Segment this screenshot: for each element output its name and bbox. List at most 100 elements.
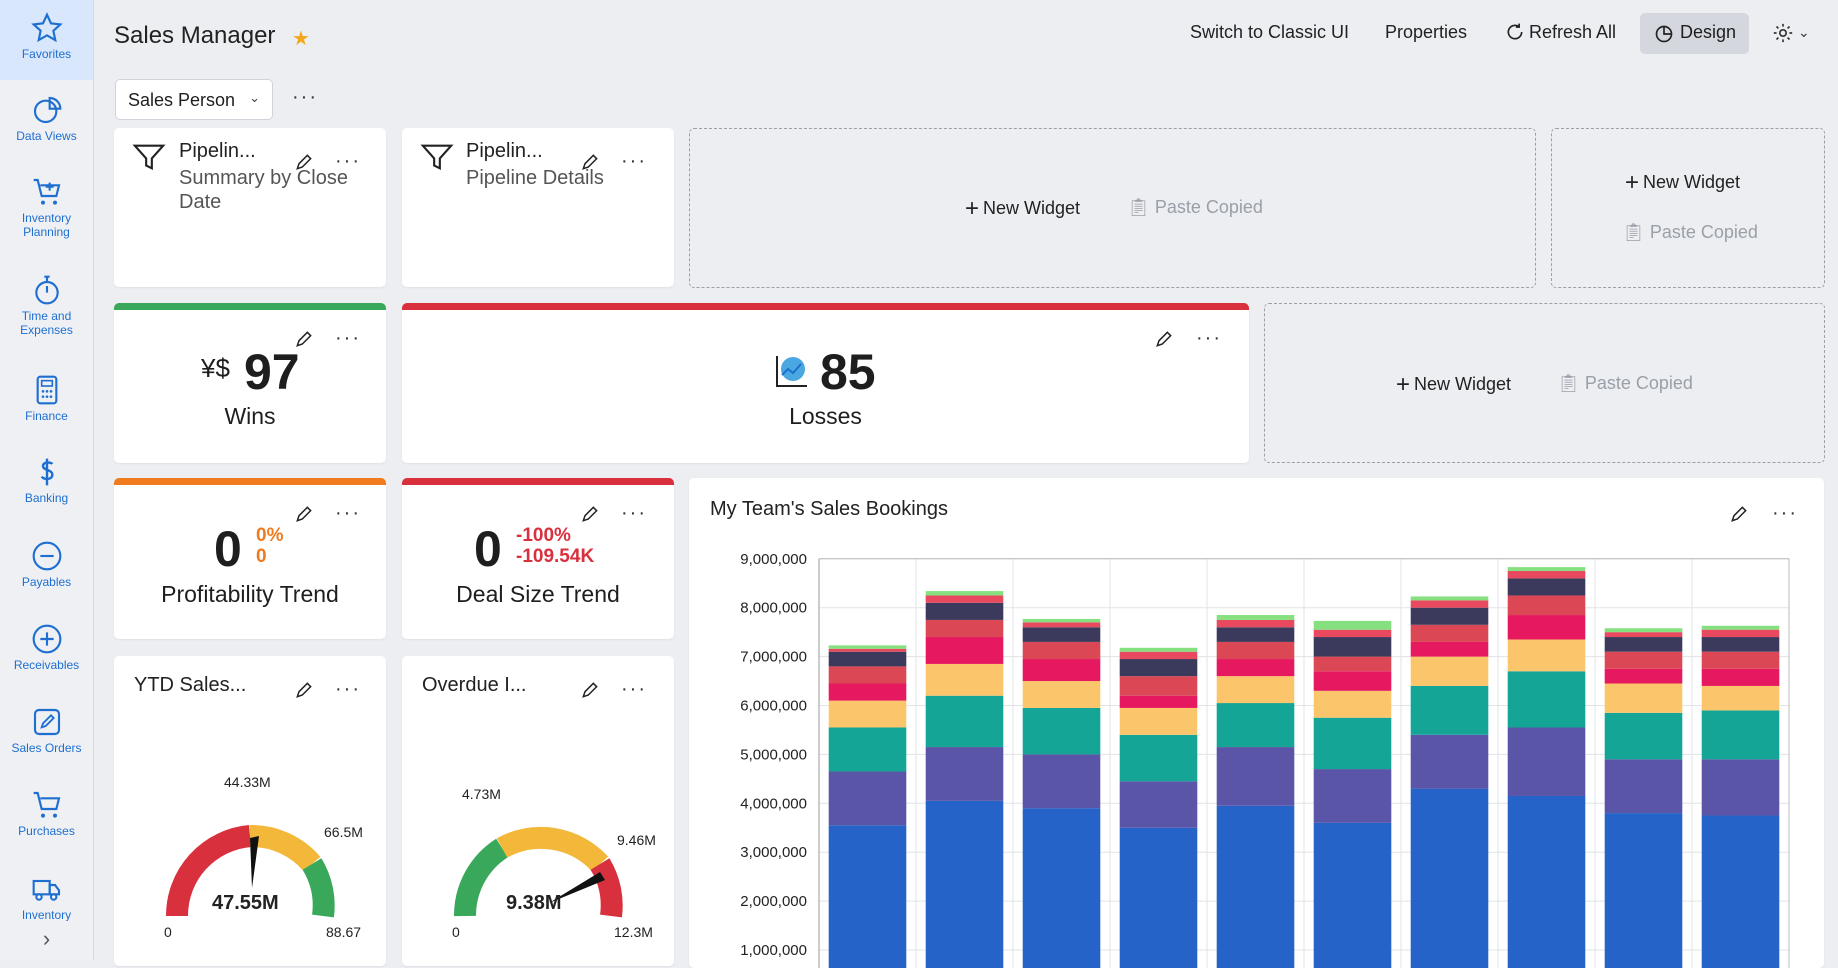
minus-circle-icon [32,541,61,571]
bar-segment [1216,703,1295,748]
losses-widget[interactable]: ··· 85 Losses [402,303,1249,463]
new-widget-button[interactable]: + New Widget [1625,169,1740,197]
bar-segment [1410,624,1489,642]
pipeline-summary-widget[interactable]: Pipelin... Summary by Close Date ··· [114,128,386,287]
profitability-trend-widget[interactable]: ··· 0 0% 0 Profitability Trend [114,478,386,639]
bar-segment [1313,620,1392,630]
sidebar-item-inventory[interactable]: Inventory [0,873,93,921]
sales-person-filter[interactable]: Sales Person ⌄ [115,79,273,120]
bar-segment [925,747,1004,801]
edit-pencil-icon[interactable] [1154,329,1174,349]
switch-classic-ui-button[interactable]: Switch to Classic UI [1190,22,1350,42]
sidebar-item-sales-orders[interactable]: Sales Orders [0,706,93,766]
more-icon[interactable]: ··· [1772,502,1798,524]
more-icon[interactable]: ··· [335,502,361,524]
sidebar-item-favorites[interactable]: Favorites [0,0,93,80]
bar-segment [1313,629,1392,638]
more-icon[interactable]: ··· [621,502,647,524]
refresh-icon [1507,23,1523,40]
more-icon[interactable]: ··· [621,150,647,172]
overdue-gauge [453,826,623,918]
stopwatch-icon [34,275,59,305]
bar-segment [1216,627,1295,642]
losses-label: Losses [789,403,862,429]
gauge-min-label: 0 [164,924,172,940]
cart-icon [33,791,60,818]
gauge-tick-label: 4.73M [462,786,501,802]
bar-segment [1701,629,1780,638]
refresh-all-button[interactable]: Refresh All [1505,22,1616,43]
sidebar-item-finance[interactable]: Finance [0,374,93,434]
bar-segment [828,771,907,826]
bar-segment [1119,707,1198,735]
bar-segment [925,695,1004,748]
more-icon[interactable]: ··· [335,678,361,700]
sidebar-item-inventory-planning[interactable]: Inventory Planning [0,176,93,246]
bar-segment [1507,595,1586,616]
wins-widget[interactable]: ··· ¥$ 97 Wins [114,303,386,463]
bar-segment [1216,676,1295,704]
design-button[interactable]: Design [1640,13,1749,54]
edit-pencil-icon[interactable] [1729,504,1749,524]
bar-segment [1022,659,1101,682]
pencil-square-icon [33,708,60,736]
bar-segment [1119,676,1198,696]
paste-copied-label: Paste Copied [1154,197,1263,217]
bar-segment [828,651,907,667]
profitability-pct: 0% [256,525,284,546]
bar-segment [1410,734,1489,789]
bar-segment [925,619,1004,638]
bar-segment [1216,659,1295,677]
bar-segment [1313,822,1392,968]
chart-title: My Team's Sales Bookings [710,498,948,520]
sidebar-item-payables[interactable]: Payables [0,540,93,600]
edit-pencil-icon[interactable] [580,152,600,172]
more-icon[interactable]: ··· [335,327,361,349]
sidebar-item-receivables[interactable]: Receivables [0,623,93,683]
edit-pencil-icon[interactable] [294,152,314,172]
new-widget-button[interactable]: + New Widget [965,195,1080,223]
overdue-invoices-widget[interactable]: Overdue I... ··· 4.73M 9.46M 0 12.3M 9.3… [402,656,674,966]
properties-button[interactable]: Properties [1385,22,1468,42]
ytd-sales-widget[interactable]: YTD Sales... ··· 44.33M 66.5M 0 88.67 47… [114,656,386,966]
bar-segment [925,595,1004,603]
y-tick-label: 4,000,000 [740,795,807,812]
sidebar-item-banking[interactable]: Banking [0,456,93,516]
chart-trend-icon [776,356,807,387]
edit-pencil-icon[interactable] [580,504,600,524]
paste-copied-button[interactable]: 📋︎ Paste Copied [1557,373,1693,394]
more-icon[interactable]: ··· [1196,327,1222,349]
more-icon[interactable]: ··· [621,678,647,700]
paste-copied-button[interactable]: 📋︎ Paste Copied [1622,222,1758,243]
widget-title: Pipelin... [179,140,256,162]
paste-copied-button[interactable]: 📋︎ Paste Copied [1127,197,1263,218]
edit-pencil-icon[interactable] [294,504,314,524]
bar-segment [1701,815,1780,968]
sales-bookings-widget[interactable]: My Team's Sales Bookings ··· 1,000,000 2,… [689,478,1824,968]
new-widget-button[interactable]: + New Widget [1396,371,1511,399]
gear-icon[interactable] [1772,22,1794,44]
bar-segment [1701,637,1780,652]
more-icon[interactable]: ··· [335,150,361,172]
pipeline-details-widget[interactable]: Pipelin... Pipeline Details ··· [402,128,674,287]
gauge-min-label: 0 [452,924,460,940]
favorite-star-icon[interactable]: ★ [292,28,310,50]
deal-size-trend-widget[interactable]: ··· 0 -100% -109.54K Deal Size Trend [402,478,674,639]
sidebar-item-time-expenses[interactable]: Time and Expenses [0,274,93,344]
filter-more-icon[interactable]: ··· [292,86,318,108]
widget-subtitle: Summary by Close Date [179,166,348,214]
bar-segment [828,700,907,728]
bar-segment [1313,769,1392,823]
bar-segment [828,648,907,652]
sidebar-expand-icon[interactable]: › [42,926,51,951]
gauge-tick-label: 66.5M [324,824,363,840]
sidebar-item-data-views[interactable]: Data Views [0,94,93,154]
bar-segment [1410,641,1489,657]
bar-segment [1119,734,1198,782]
sidebar-item-purchases[interactable]: Purchases [0,789,93,849]
edit-pencil-icon[interactable] [294,680,314,700]
edit-pencil-icon[interactable] [580,680,600,700]
edit-pencil-icon[interactable] [294,329,314,349]
chevron-down-icon[interactable]: ⌄ [1798,24,1810,40]
status-bar [114,478,386,485]
